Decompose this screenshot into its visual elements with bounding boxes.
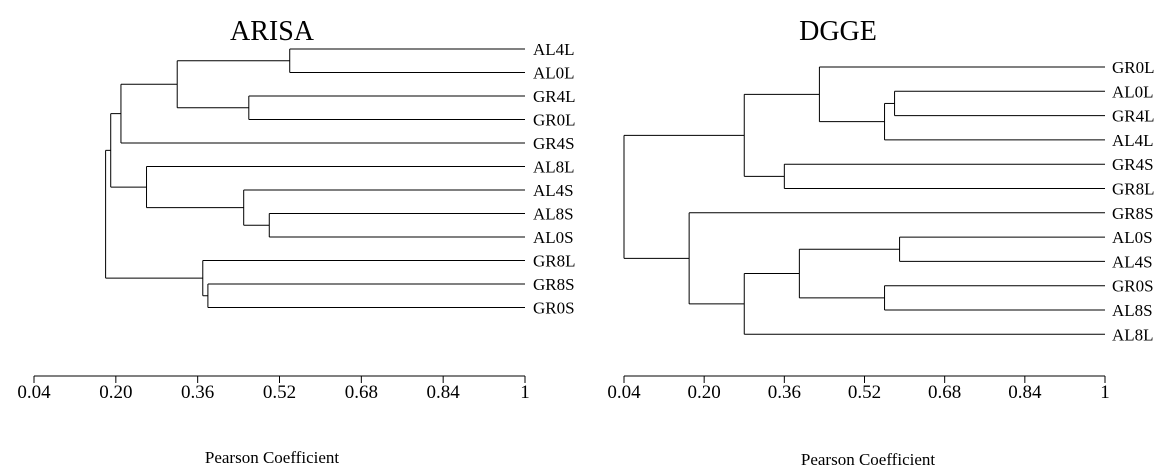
x-tick-label: 0.52 — [263, 382, 296, 403]
leaf-label: AL0S — [533, 228, 574, 247]
leaf-label: GR0L — [533, 111, 576, 130]
leaf-label: AL8L — [533, 158, 575, 177]
dgge-panel: DGGE GR0L AL0L GR4L AL4L GR4S GR8L GR8S AL0S AL4… — [607, 16, 1154, 469]
leaf-label: AL4L — [533, 40, 575, 59]
x-ticks-arisa: 0.04 0.20 0.36 0.52 0.68 0.84 1 — [17, 376, 530, 403]
leaf-label: AL4S — [533, 181, 574, 200]
x-tick-label: 0.84 — [1008, 382, 1042, 403]
leaf-label: GR0S — [1112, 277, 1154, 296]
arisa-tree: AL4L AL0L GR4L GR0L GR4S AL8L AL4S AL8S AL0S GR8L… — [105, 40, 576, 318]
leaf-label: GR8L — [1112, 180, 1155, 199]
x-tick-label: 0.68 — [345, 382, 378, 403]
leaf-label: AL8S — [533, 205, 574, 224]
chart-title-arisa: ARISA — [230, 16, 315, 47]
leaf-label: GR0S — [533, 299, 575, 318]
x-tick-label: 0.52 — [848, 382, 881, 403]
x-tick-label: 0.20 — [99, 382, 132, 403]
x-tick-label: 0.20 — [688, 382, 721, 403]
arisa-panel: ARISA AL4LAL0LGR4LGR0LGR4SAL8LAL4SAL8SAL… — [17, 16, 575, 467]
leaf-label: AL8S — [1112, 301, 1153, 320]
x-axis-label-arisa: Pearson Coefficient — [205, 448, 340, 467]
leaf-label: AL0L — [533, 64, 575, 83]
leaf-label: GR4L — [1112, 107, 1155, 126]
chart-title-dgge: DGGE — [799, 16, 877, 47]
x-tick-label: 1 — [520, 382, 530, 403]
x-ticks-dgge: 0.04 0.20 0.36 0.52 0.68 0.84 1 — [607, 376, 1110, 403]
leaf-label: GR4L — [533, 87, 576, 106]
x-axis-label-dgge: Pearson Coefficient — [801, 450, 936, 469]
leaf-label: GR4S — [1112, 155, 1154, 174]
x-tick-label: 0.04 — [607, 382, 641, 403]
x-tick-label: 0.04 — [17, 382, 51, 403]
dgge-tree: GR0L AL0L GR4L AL4L GR4S GR8L GR8S AL0S AL4S GR0S… — [623, 58, 1155, 344]
x-tick-label: 0.84 — [427, 382, 461, 403]
leaf-label: AL4S — [1112, 252, 1153, 271]
leaf-label: GR8S — [533, 275, 575, 294]
leaf-label: AL0S — [1112, 228, 1153, 247]
leaf-label: GR8L — [533, 252, 576, 271]
leaf-label: AL4L — [1112, 131, 1154, 150]
x-tick-label: 0.36 — [768, 382, 801, 403]
x-tick-label: 0.68 — [928, 382, 961, 403]
leaf-label: GR4S — [533, 134, 575, 153]
leaf-label: GR8S — [1112, 204, 1154, 223]
x-tick-label: 1 — [1100, 382, 1110, 403]
leaf-label: AL8L — [1112, 325, 1154, 344]
x-tick-label: 0.36 — [181, 382, 214, 403]
leaf-label: GR0L — [1112, 58, 1155, 77]
leaf-label: AL0L — [1112, 82, 1154, 101]
